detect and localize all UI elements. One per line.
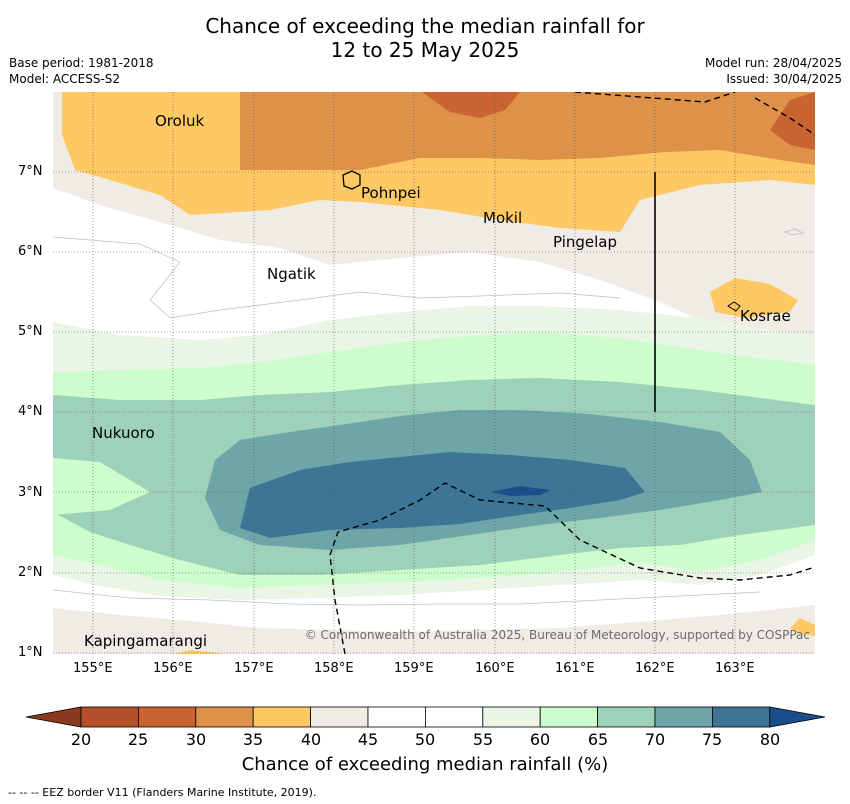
colorbar-tick-30: 30 <box>185 730 207 749</box>
colorbar-tick-75: 75 <box>701 730 723 749</box>
contour-band-40-45-south <box>53 605 815 654</box>
colorbar-tick-70: 70 <box>644 730 666 749</box>
colorbar-seg-40-45 <box>310 706 369 728</box>
copyright-text: © Commonwealth of Australia 2025, Bureau… <box>304 628 810 642</box>
place-label-kosrae: Kosrae <box>740 307 791 325</box>
base-period-text: Base period: 1981-2018 <box>9 56 154 70</box>
colorbar-seg-65-70 <box>597 706 656 728</box>
colorbar-tick-80: 80 <box>759 730 781 749</box>
colorbar-tick-65: 65 <box>587 730 609 749</box>
graticule <box>53 92 815 654</box>
colorbar-seg-30-35 <box>195 706 254 728</box>
model-text: Model: ACCESS-S2 <box>9 72 121 86</box>
colorbar-seg-25-30 <box>137 706 197 728</box>
place-label-pohnpei: Pohnpei <box>361 184 421 202</box>
contour-band-30-35 <box>240 92 815 170</box>
map-contours <box>53 92 815 654</box>
colorbar <box>25 706 826 728</box>
colorbar-seg-55-60 <box>482 706 541 728</box>
colorbar-tick-55: 55 <box>472 730 494 749</box>
contour-wedge-left <box>53 458 150 515</box>
lat-label-7n: 7°N <box>18 164 43 179</box>
lat-label-5n: 5°N <box>18 324 43 339</box>
lon-label-163e: 163°E <box>715 661 755 676</box>
colorbar-tick-35: 35 <box>242 730 264 749</box>
lat-label-2n: 2°N <box>18 565 43 580</box>
contour-band-25-30-b <box>770 92 815 150</box>
lon-label-162e: 162°E <box>635 661 675 676</box>
lat-label-4n: 4°N <box>18 404 43 419</box>
kosrae-island-outline <box>727 301 741 312</box>
colorbar-tick-20: 20 <box>70 730 92 749</box>
colorbar-tick-60: 60 <box>529 730 551 749</box>
contour-band-75-80 <box>240 452 645 538</box>
place-label-nukuoro: Nukuoro <box>92 424 155 442</box>
map-title-line-1: Chance of exceeding the median rainfall … <box>205 14 645 38</box>
lat-label-6n: 6°N <box>18 244 43 259</box>
colorbar-tick-50: 50 <box>414 730 436 749</box>
map-title-line-2: 12 to 25 May 2025 <box>330 38 520 62</box>
colorbar-label: Chance of exceeding median rainfall (%) <box>241 754 609 775</box>
colorbar-seg-75-80 <box>712 706 771 728</box>
colorbar-seg-50-55 <box>424 706 484 728</box>
colorbar-seg-20-25 <box>80 706 139 728</box>
colorbar-seg-35-40 <box>252 706 311 728</box>
colorbar-seg-45-50 <box>367 706 426 728</box>
lon-label-160e: 160°E <box>475 661 515 676</box>
lon-label-157e: 157°E <box>234 661 274 676</box>
lon-label-156e: 156°E <box>153 661 193 676</box>
lon-label-159e: 159°E <box>394 661 434 676</box>
lon-label-158e: 158°E <box>314 661 354 676</box>
colorbar-seg-70-75 <box>654 706 713 728</box>
colorbar-tick-25: 25 <box>127 730 149 749</box>
eez-borders <box>329 92 815 654</box>
place-label-oroluk: Oroluk <box>155 112 205 130</box>
place-label-kapingamarangi: Kapingamarangi <box>84 632 208 650</box>
issued-text: Issued: 30/04/2025 <box>726 72 842 86</box>
lon-label-155e: 155°E <box>73 661 113 676</box>
contour-band-over-80 <box>490 486 550 496</box>
place-label-ngatik: Ngatik <box>267 265 316 283</box>
lon-label-161e: 161°E <box>555 661 595 676</box>
eez-footnote: -- -- -- EEZ border V11 (Flanders Marine… <box>8 786 317 799</box>
place-label-mokil: Mokil <box>483 209 523 227</box>
contour-patch-corner <box>790 618 815 636</box>
colorbar-tick-40: 40 <box>300 730 322 749</box>
lat-label-1n: 1°N <box>18 645 43 660</box>
colorbar-under-arrow <box>25 706 82 728</box>
colorbar-tick-45: 45 <box>357 730 379 749</box>
place-label-pingelap: Pingelap <box>553 233 618 251</box>
contour-band-25-30-a <box>422 92 520 118</box>
lat-label-3n: 3°N <box>18 485 43 500</box>
colorbar-over-arrow <box>769 706 826 728</box>
model-run-text: Model run: 28/04/2025 <box>704 56 842 70</box>
colorbar-seg-60-65 <box>539 706 599 728</box>
pohnpei-island-outline <box>342 170 361 190</box>
